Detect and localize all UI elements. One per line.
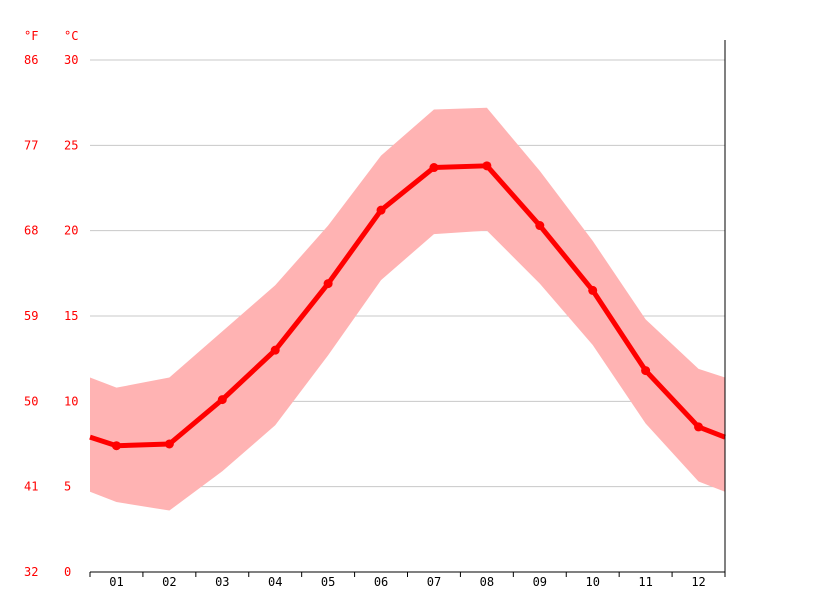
x-tick-label: 10	[585, 575, 599, 589]
data-point	[535, 221, 545, 231]
y-tick-label-fahrenheit: 50	[24, 394, 38, 408]
data-point	[641, 366, 651, 376]
x-tick-label: 03	[215, 575, 229, 589]
y-tick-label-celsius: 25	[64, 138, 78, 152]
data-point	[482, 161, 492, 171]
range-band	[90, 107, 725, 511]
data-point	[588, 285, 598, 295]
axes	[89, 40, 726, 577]
y-tick-label-celsius: 10	[64, 394, 78, 408]
data-point	[111, 441, 121, 451]
data-point	[694, 422, 704, 432]
y-tick-label-fahrenheit: 68	[24, 224, 38, 238]
y-tick-label-fahrenheit: 86	[24, 53, 38, 67]
y-tick-label-celsius: 30	[64, 53, 78, 67]
y-tick-label-celsius: 5	[64, 480, 71, 494]
x-tick-label: 02	[162, 575, 176, 589]
x-tick-labels: 01 02 03 04 05 06 07 08 09 10 11 12	[109, 575, 706, 589]
x-tick-label: 01	[109, 575, 123, 589]
x-tick-label: 07	[427, 575, 441, 589]
y-tick-label-fahrenheit: 32	[24, 565, 38, 579]
y-tick-label-fahrenheit: 59	[24, 309, 38, 323]
temperature-range-band	[90, 107, 725, 511]
data-point	[270, 345, 280, 355]
data-point	[217, 395, 227, 405]
y-tick-labels: 0 32 5 41 10 50 15 59 20 68 25 77 30 86	[24, 53, 78, 579]
x-tick-label: 12	[691, 575, 705, 589]
x-tick-label: 05	[321, 575, 335, 589]
x-tick-label: 04	[268, 575, 282, 589]
y-tick-label-celsius: 15	[64, 309, 78, 323]
x-tick-label: 08	[480, 575, 494, 589]
data-point	[323, 279, 333, 289]
y-tick-label-celsius: 20	[64, 224, 78, 238]
fahrenheit-unit-label: °F	[24, 29, 38, 43]
data-point	[429, 163, 439, 173]
celsius-unit-label: °C	[64, 29, 78, 43]
y-tick-label-fahrenheit: 41	[24, 480, 38, 494]
x-tick-label: 06	[374, 575, 388, 589]
average-temperature-line	[89, 163, 726, 449]
x-tick-label: 09	[533, 575, 547, 589]
y-tick-label-fahrenheit: 77	[24, 138, 38, 152]
average-line	[89, 163, 726, 449]
x-tick-label: 11	[638, 575, 652, 589]
data-point	[376, 205, 386, 215]
y-tick-label-celsius: 0	[64, 565, 71, 579]
data-point	[164, 439, 174, 449]
average-temperature-points	[111, 161, 704, 451]
